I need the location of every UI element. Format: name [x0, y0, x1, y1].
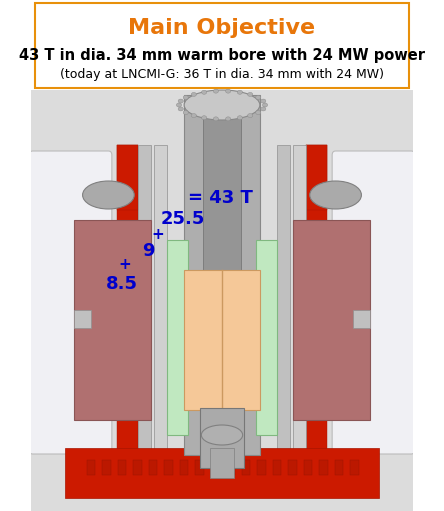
- FancyBboxPatch shape: [184, 95, 260, 455]
- Text: 25.5: 25.5: [161, 210, 205, 228]
- Ellipse shape: [248, 113, 253, 118]
- Text: 43 T in dia. 34 mm warm bore with 24 MW power: 43 T in dia. 34 mm warm bore with 24 MW …: [19, 48, 425, 62]
- Ellipse shape: [226, 89, 231, 93]
- FancyBboxPatch shape: [293, 145, 306, 450]
- Text: 8.5: 8.5: [106, 274, 138, 293]
- FancyBboxPatch shape: [65, 448, 379, 498]
- FancyBboxPatch shape: [195, 460, 204, 475]
- FancyBboxPatch shape: [117, 145, 138, 210]
- Text: = 43 T: = 43 T: [188, 189, 253, 207]
- Ellipse shape: [191, 113, 196, 118]
- FancyBboxPatch shape: [203, 95, 241, 435]
- FancyBboxPatch shape: [306, 145, 327, 210]
- FancyBboxPatch shape: [118, 460, 127, 475]
- Ellipse shape: [237, 90, 242, 94]
- Ellipse shape: [248, 92, 253, 97]
- FancyBboxPatch shape: [117, 145, 138, 455]
- FancyBboxPatch shape: [319, 460, 328, 475]
- FancyBboxPatch shape: [184, 270, 260, 410]
- Ellipse shape: [191, 92, 196, 97]
- Ellipse shape: [213, 89, 218, 93]
- Ellipse shape: [261, 99, 266, 103]
- FancyBboxPatch shape: [350, 460, 359, 475]
- Ellipse shape: [262, 103, 268, 107]
- Ellipse shape: [178, 99, 183, 103]
- FancyBboxPatch shape: [31, 90, 413, 511]
- FancyBboxPatch shape: [74, 220, 151, 420]
- FancyBboxPatch shape: [29, 151, 112, 454]
- FancyBboxPatch shape: [226, 460, 235, 475]
- Ellipse shape: [256, 96, 261, 100]
- FancyBboxPatch shape: [257, 240, 277, 435]
- FancyBboxPatch shape: [154, 145, 167, 450]
- Ellipse shape: [183, 96, 188, 100]
- Ellipse shape: [256, 110, 261, 114]
- Ellipse shape: [213, 117, 218, 121]
- FancyBboxPatch shape: [293, 220, 370, 420]
- Ellipse shape: [184, 90, 260, 120]
- FancyBboxPatch shape: [332, 151, 415, 454]
- FancyBboxPatch shape: [304, 460, 313, 475]
- Text: 9: 9: [142, 242, 154, 261]
- FancyBboxPatch shape: [211, 460, 219, 475]
- FancyBboxPatch shape: [103, 460, 111, 475]
- FancyBboxPatch shape: [167, 240, 187, 435]
- FancyBboxPatch shape: [164, 460, 173, 475]
- Ellipse shape: [83, 181, 134, 209]
- FancyBboxPatch shape: [74, 310, 91, 328]
- Ellipse shape: [201, 425, 243, 445]
- FancyBboxPatch shape: [242, 460, 250, 475]
- FancyBboxPatch shape: [138, 145, 151, 450]
- Ellipse shape: [237, 115, 242, 120]
- Ellipse shape: [183, 110, 188, 114]
- Text: +: +: [119, 257, 131, 272]
- FancyBboxPatch shape: [180, 460, 188, 475]
- FancyBboxPatch shape: [306, 145, 327, 455]
- Text: (today at LNCMI-G: 36 T in dia. 34 mm with 24 MW): (today at LNCMI-G: 36 T in dia. 34 mm wi…: [60, 67, 384, 81]
- FancyBboxPatch shape: [87, 460, 95, 475]
- FancyBboxPatch shape: [133, 460, 142, 475]
- FancyBboxPatch shape: [257, 460, 266, 475]
- Text: Main Objective: Main Objective: [128, 18, 316, 38]
- Ellipse shape: [178, 107, 183, 111]
- Ellipse shape: [226, 117, 231, 121]
- FancyBboxPatch shape: [273, 460, 281, 475]
- FancyBboxPatch shape: [335, 460, 343, 475]
- FancyBboxPatch shape: [210, 448, 234, 478]
- FancyBboxPatch shape: [35, 3, 409, 88]
- Ellipse shape: [202, 115, 207, 120]
- Ellipse shape: [202, 90, 207, 94]
- FancyBboxPatch shape: [200, 408, 244, 468]
- FancyBboxPatch shape: [353, 310, 370, 328]
- FancyBboxPatch shape: [288, 460, 297, 475]
- Text: +: +: [151, 226, 164, 242]
- Ellipse shape: [176, 103, 182, 107]
- FancyBboxPatch shape: [149, 460, 158, 475]
- Ellipse shape: [261, 107, 266, 111]
- Ellipse shape: [310, 181, 361, 209]
- FancyBboxPatch shape: [277, 145, 290, 450]
